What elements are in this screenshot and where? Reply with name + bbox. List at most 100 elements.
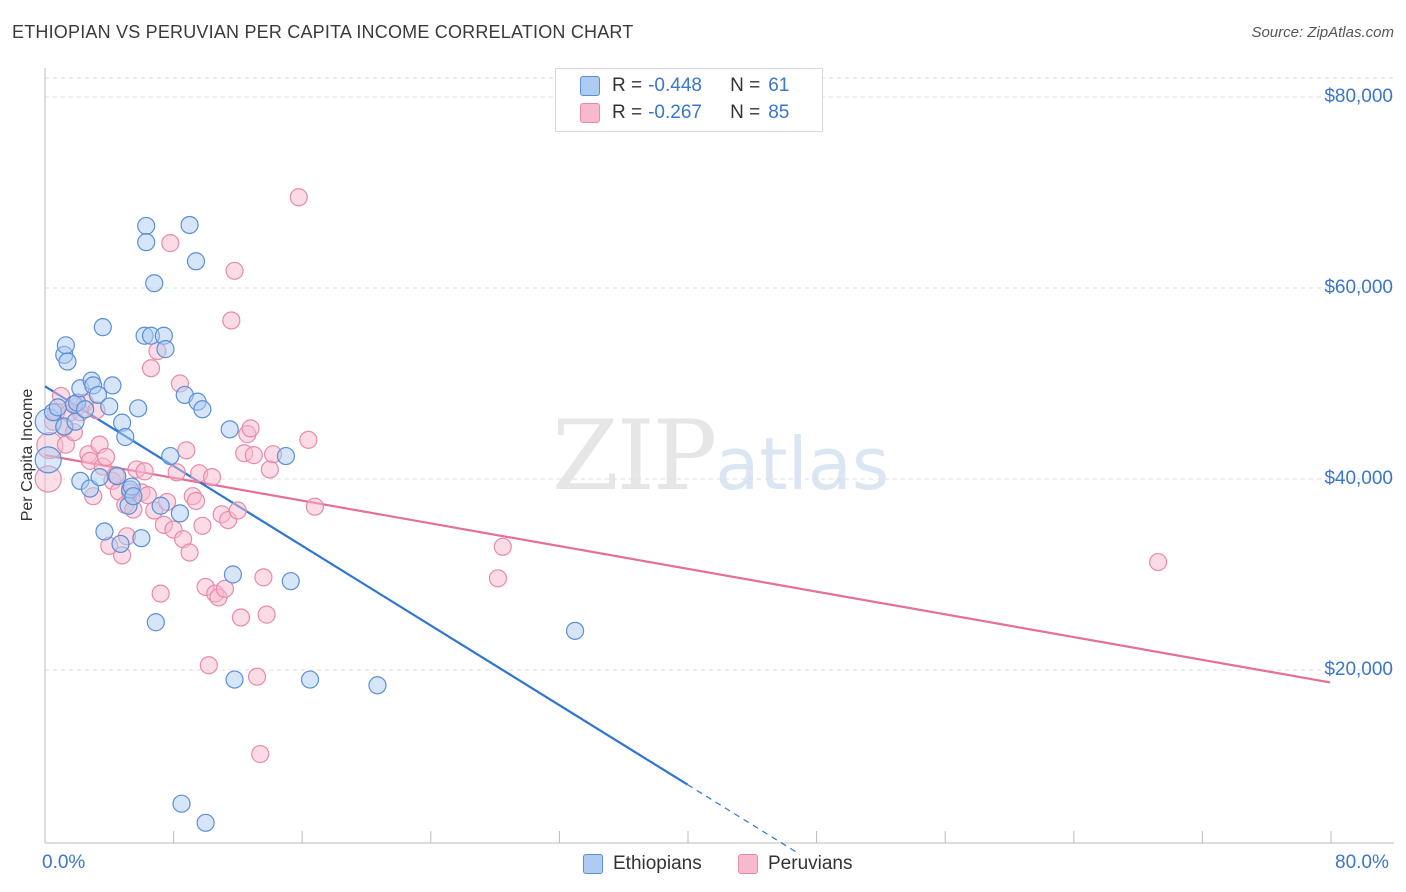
peruvians-point-57 (222, 311, 241, 330)
ethiopians-point-23 (108, 467, 127, 486)
peruvians-point-43 (177, 441, 196, 460)
ethiopians-point-19 (93, 318, 112, 337)
peruvians-point-40 (167, 463, 186, 482)
peruvians-point-44 (180, 543, 199, 562)
y-tick-label-20000: $20,000 (1324, 659, 1393, 680)
ethiopians-point-13 (76, 400, 95, 419)
peruvians-point-63 (241, 419, 260, 438)
peruvians-point-66 (251, 744, 270, 764)
peruvians-point-74 (488, 569, 508, 588)
peruvians-legend-swatch (738, 854, 758, 874)
x-tick-label-max: 80.0% (1335, 852, 1389, 873)
ethiopians-point-53 (225, 670, 244, 689)
peruvians-point-46 (186, 491, 206, 511)
ethiopians-point-30 (124, 487, 143, 506)
ethiopians-points (34, 215, 585, 832)
bottom-legend-ethiopians: Ethiopians (583, 851, 702, 877)
ethiopians-legend-label: Ethiopians (613, 853, 702, 874)
legend-r-label: R = (612, 102, 643, 123)
ethiopians-point-26 (116, 427, 135, 447)
ethiopians-point-22 (103, 376, 122, 395)
ethiopians-point-3 (48, 398, 67, 417)
ethiopians-point-20 (95, 522, 114, 541)
legend-row-ethiopians: R = -0.448 N = 61 (580, 73, 789, 99)
peruvians-point-58 (225, 261, 244, 280)
peruvians-point-72 (289, 188, 308, 207)
y-tick-label-60000: $60,000 (1324, 277, 1393, 298)
peruvians-point-32 (141, 359, 161, 378)
legend-r-label: R = (612, 75, 643, 96)
ethiopians-point-42 (161, 446, 180, 466)
y-axis-label: Per Capita Income (19, 388, 36, 522)
peruvians-point-38 (161, 234, 180, 253)
ethiopians-point-32 (132, 529, 151, 548)
peruvians-points (34, 188, 1168, 764)
ethiopians-point-24 (111, 534, 130, 554)
peruvians-point-0 (34, 465, 62, 493)
ethiopians-point-18 (90, 467, 109, 487)
ethiopians-point-41 (156, 340, 175, 359)
ethiopians-point-49 (193, 400, 212, 419)
ethiopians-point-46 (180, 215, 199, 235)
ethiopians-point-56 (300, 670, 320, 689)
ethiopians-point-9 (66, 412, 85, 431)
peruvians-point-50 (199, 656, 218, 675)
ethiopians-point-39 (151, 496, 170, 515)
ethiopians-point-51 (220, 420, 239, 439)
ethiopians-trend-line (44, 385, 689, 786)
ethiopians-point-6 (56, 336, 75, 355)
peruvians-point-59 (228, 501, 247, 520)
correlation-legend: R = -0.448 N = 61 R = -0.267 N = 85 (555, 68, 823, 132)
ethiopians-point-44 (172, 794, 191, 813)
ethiopians-swatch (580, 76, 600, 96)
ethiopians-point-50 (196, 813, 215, 832)
ethiopians-point-58 (565, 621, 585, 640)
ethiopians-point-31 (129, 399, 148, 418)
peruvians-point-67 (254, 568, 273, 587)
peruvians-point-64 (244, 446, 263, 465)
peruvians-point-18 (96, 447, 116, 467)
bottom-legend-peruvians: Peruvians (738, 851, 853, 877)
peruvians-point-73 (305, 497, 324, 516)
legend-n-value: 85 (768, 102, 790, 123)
peruvians-swatch (580, 103, 600, 123)
legend-r-value: -0.448 (648, 75, 702, 96)
peruvians-point-60 (231, 608, 251, 627)
watermark: ZIPatlas (552, 400, 889, 512)
peruvians-point-48 (193, 516, 212, 535)
legend-n-value: 61 (768, 75, 790, 96)
ethiopians-point-57 (368, 676, 387, 695)
ethiopians-point-38 (146, 613, 165, 632)
watermark-zip: ZIP (552, 400, 717, 512)
gridlines (45, 77, 1394, 671)
peruvians-trend-line (44, 454, 1331, 684)
ethiopians-point-34 (137, 216, 156, 236)
legend-n-label: N = (730, 102, 761, 123)
ethiopians-point-52 (223, 565, 243, 584)
ethiopians-point-54 (276, 446, 296, 466)
legend-row-peruvians: R = -0.267 N = 85 (580, 100, 789, 126)
trend-lines (44, 385, 1331, 855)
peruvians-point-69 (260, 460, 279, 479)
y-tick-label-40000: $40,000 (1324, 468, 1393, 489)
ethiopians-trend-extension (687, 784, 801, 855)
peruvians-legend-label: Peruvians (768, 853, 853, 874)
ethiopians-point-21 (100, 397, 119, 416)
peruvians-point-35 (151, 584, 170, 603)
ethiopians-point-55 (281, 572, 300, 591)
y-tick-label-80000: $80,000 (1324, 86, 1393, 107)
chart-source: Source: ZipAtlas.com (1251, 24, 1394, 41)
x-tick-label-min: 0.0% (42, 852, 86, 873)
peruvians-point-68 (257, 605, 276, 624)
ethiopians-point-47 (186, 252, 206, 271)
peruvians-point-76 (1149, 552, 1168, 572)
ethiopians-point-35 (137, 233, 156, 252)
chart-title: ETHIOPIAN VS PERUVIAN PER CAPITA INCOME … (12, 22, 634, 42)
peruvians-point-65 (247, 667, 267, 686)
ethiopians-point-17 (88, 385, 108, 405)
ethiopians-legend-swatch (583, 854, 603, 874)
peruvians-point-30 (135, 462, 154, 481)
ethiopians-point-0 (34, 446, 62, 474)
peruvians-point-75 (493, 537, 512, 556)
